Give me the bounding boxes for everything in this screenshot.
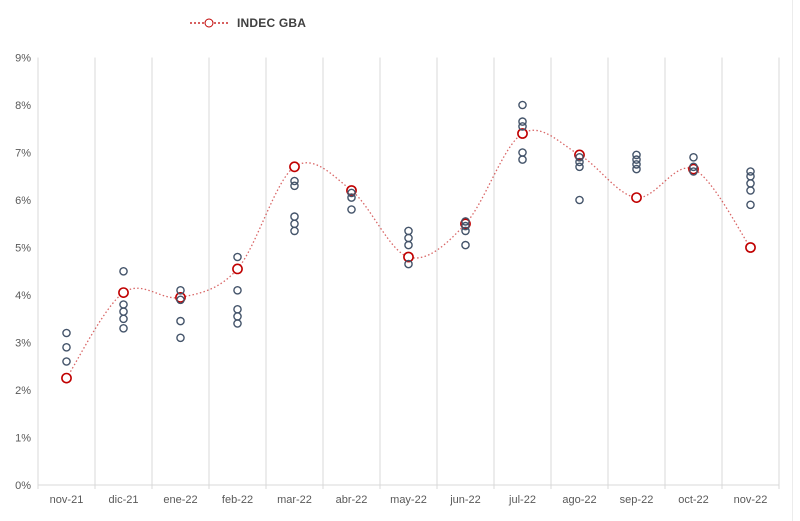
estimate-marker bbox=[233, 319, 242, 328]
x-tick-label: jul-22 bbox=[508, 494, 536, 506]
x-tick-label: mar-22 bbox=[277, 494, 312, 506]
x-tick-label: oct-22 bbox=[678, 494, 709, 506]
estimate-marker bbox=[347, 205, 356, 214]
y-tick-label: 4% bbox=[15, 290, 31, 302]
estimate-marker bbox=[746, 171, 755, 181]
indec-marker bbox=[289, 161, 300, 173]
estimate-marker bbox=[290, 181, 299, 191]
estimate-marker bbox=[347, 188, 356, 198]
estimate-marker bbox=[233, 304, 242, 314]
estimate-marker bbox=[290, 219, 299, 229]
indec-marker bbox=[745, 242, 756, 253]
estimate-marker bbox=[746, 179, 755, 188]
estimate-marker bbox=[290, 212, 299, 221]
x-tick-label: sep-22 bbox=[620, 494, 654, 506]
indec-marker bbox=[61, 372, 72, 384]
estimate-marker bbox=[518, 117, 527, 126]
x-tick-label: dic-21 bbox=[109, 494, 139, 506]
legend-label: INDEC GBA bbox=[237, 16, 307, 30]
estimate-marker bbox=[119, 266, 128, 276]
legend: INDEC GBA bbox=[190, 14, 306, 32]
estimate-marker bbox=[233, 252, 242, 262]
x-tick-label: nov-21 bbox=[50, 494, 84, 506]
estimate-marker bbox=[176, 285, 185, 295]
estimate-marker bbox=[404, 226, 413, 236]
y-tick-label: 8% bbox=[15, 100, 31, 112]
estimate-marker bbox=[404, 259, 413, 269]
indec-marker bbox=[346, 185, 357, 196]
indec-marker bbox=[517, 128, 528, 139]
estimate-marker bbox=[518, 155, 527, 164]
estimate-marker bbox=[347, 193, 356, 202]
y-tick-label: 9% bbox=[15, 53, 31, 65]
y-tick-label: 3% bbox=[15, 338, 31, 350]
legend-marker-swatch bbox=[190, 16, 228, 30]
indec-marker bbox=[232, 263, 243, 275]
y-tick-label: 7% bbox=[15, 148, 31, 160]
estimate-marker bbox=[62, 342, 71, 352]
estimate-marker bbox=[632, 160, 641, 169]
estimate-marker bbox=[689, 152, 698, 162]
estimate-marker bbox=[461, 221, 470, 231]
estimate-marker bbox=[461, 240, 470, 250]
estimate-marker bbox=[518, 148, 527, 157]
estimate-marker bbox=[119, 323, 128, 333]
indec-marker bbox=[574, 149, 585, 161]
indec-marker bbox=[688, 163, 699, 175]
indec-marker bbox=[118, 287, 129, 298]
estimate-marker bbox=[461, 226, 470, 236]
estimate-marker bbox=[62, 328, 71, 338]
estimate-marker bbox=[119, 314, 128, 324]
estimate-marker bbox=[746, 200, 755, 210]
estimate-marker bbox=[632, 155, 641, 164]
y-tick-label: 1% bbox=[15, 433, 31, 445]
estimate-marker bbox=[404, 240, 413, 250]
open-circle-icon bbox=[204, 18, 214, 28]
y-tick-label: 6% bbox=[15, 195, 31, 207]
estimate-marker bbox=[119, 300, 128, 309]
estimate-marker bbox=[233, 285, 242, 295]
estimate-marker bbox=[746, 186, 755, 195]
estimate-marker bbox=[404, 233, 413, 243]
estimate-marker bbox=[176, 316, 185, 326]
x-tick-label: ago-22 bbox=[562, 494, 596, 506]
y-tick-label: 5% bbox=[15, 243, 31, 255]
estimate-marker bbox=[632, 164, 641, 174]
estimate-marker bbox=[689, 167, 698, 176]
estimate-marker bbox=[461, 217, 470, 226]
estimate-marker bbox=[62, 357, 71, 366]
estimate-marker bbox=[290, 176, 299, 186]
estimate-marker bbox=[518, 122, 527, 131]
estimate-marker bbox=[176, 333, 185, 343]
indec-marker bbox=[175, 291, 186, 303]
estimate-marker bbox=[290, 226, 299, 236]
estimate-marker bbox=[233, 312, 242, 321]
indec-marker bbox=[460, 218, 471, 230]
x-tick-label: may-22 bbox=[390, 494, 427, 506]
estimate-marker bbox=[632, 150, 641, 160]
estimate-marker bbox=[575, 157, 584, 167]
estimate-marker bbox=[176, 295, 185, 305]
estimate-marker bbox=[575, 162, 584, 172]
estimate-marker bbox=[689, 162, 698, 172]
x-tick-label: feb-22 bbox=[222, 494, 253, 506]
y-tick-label: 2% bbox=[15, 385, 31, 397]
estimate-marker bbox=[119, 307, 128, 316]
estimate-marker bbox=[575, 195, 584, 205]
indec-marker bbox=[403, 251, 414, 263]
x-tick-label: nov-22 bbox=[734, 494, 768, 506]
indec-marker bbox=[631, 192, 642, 203]
x-tick-label: abr-22 bbox=[336, 494, 368, 506]
y-tick-label: 0% bbox=[15, 480, 31, 492]
estimate-marker bbox=[518, 100, 527, 110]
x-tick-label: ene-22 bbox=[163, 494, 197, 506]
estimate-marker bbox=[575, 152, 584, 162]
x-tick-label: jun-22 bbox=[449, 494, 481, 506]
estimate-marker bbox=[746, 167, 755, 176]
